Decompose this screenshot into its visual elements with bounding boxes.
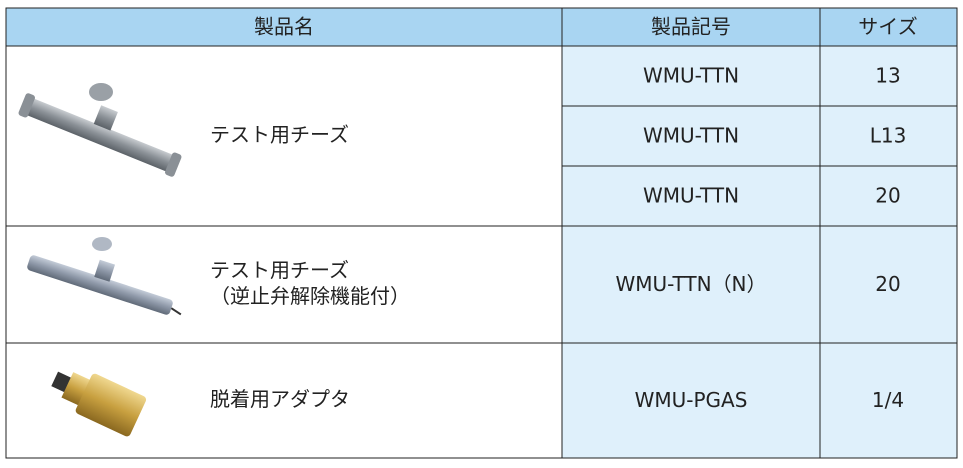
header-bg <box>6 8 957 46</box>
product-code: WMU-TTN <box>643 184 739 208</box>
grid <box>5 7 958 459</box>
product-size: L13 <box>870 124 907 148</box>
product-code: WMU-PGAS <box>635 388 748 412</box>
product-code: WMU-TTN <box>643 64 739 88</box>
product-code: WMU-TTN（N） <box>615 272 766 296</box>
product-code: WMU-TTN <box>643 124 739 148</box>
product-name: テスト用チーズ <box>210 123 349 147</box>
product-size: 20 <box>875 272 900 296</box>
header-cell: サイズ <box>858 15 917 39</box>
product-size: 1/4 <box>872 388 904 412</box>
product-size: 13 <box>875 64 900 88</box>
adapter-image <box>51 371 147 437</box>
tee-image <box>27 255 182 316</box>
product-name: 脱着用アダプタ <box>210 387 350 411</box>
product-name: テスト用チーズ <box>210 258 349 282</box>
code-size-bg <box>562 46 957 458</box>
cap-image <box>92 237 112 251</box>
cap-image <box>89 83 113 101</box>
product-name: （逆止弁解除機能付） <box>210 284 410 308</box>
header-cell: 製品記号 <box>651 15 731 39</box>
product-size: 20 <box>875 184 900 208</box>
tee-image <box>18 93 182 177</box>
header-cell: 製品名 <box>254 15 314 39</box>
